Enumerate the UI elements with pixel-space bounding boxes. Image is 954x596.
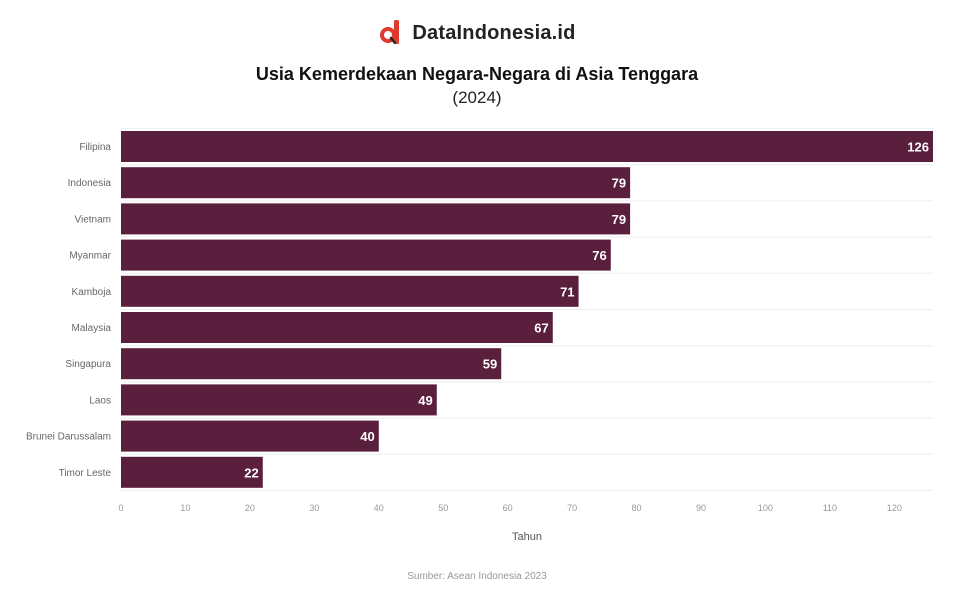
data-label: 59 [483,357,497,372]
bar [121,239,611,271]
bar [121,384,437,416]
bar [121,167,631,199]
x-tick-label: 120 [887,503,902,513]
category-label: Brunei Darussalam [26,432,111,443]
category-label: Timor Leste [59,468,112,479]
bar [121,312,553,343]
bar [121,348,502,380]
brand-header: DataIndonesia.id [0,20,954,46]
brand-name: DataIndonesia.id [412,21,576,44]
x-tick-label: 40 [374,503,384,513]
bar [121,131,933,162]
category-label: Indonesia [68,178,112,189]
data-label: 49 [418,393,432,408]
data-label: 22 [244,465,258,480]
chart-title: Usia Kemerdekaan Negara-Negara di Asia T… [255,64,699,84]
x-tick-label: 60 [503,503,513,513]
data-label: 76 [592,248,606,263]
data-label: 126 [907,140,929,155]
category-label: Singapura [65,359,111,370]
x-tick-label: 100 [758,503,773,513]
x-tick-label: 20 [245,503,255,513]
data-label: 79 [612,212,626,227]
bar [121,420,379,452]
category-label: Laos [89,395,111,406]
x-tick-label: 70 [567,503,577,513]
x-tick-label: 30 [309,503,319,513]
x-tick-label: 80 [632,503,642,513]
x-tick-label: 50 [438,503,448,513]
dataindonesia-logo-icon [380,20,400,45]
data-label: 71 [560,284,574,299]
bar [121,203,631,235]
category-label: Myanmar [69,251,111,262]
x-tick-label: 110 [823,503,837,513]
x-axis-title: Tahun [512,531,542,543]
bar [121,275,579,307]
category-label: Filipina [79,142,111,153]
source-note: Sumber: Asean Indonesia 2023 [407,571,547,582]
category-label: Kamboja [72,287,112,298]
chart-subtitle: (2024) [452,88,502,107]
x-tick-label: 90 [696,503,706,513]
data-label: 79 [612,176,626,191]
data-label: 40 [360,429,374,444]
category-label: Vietnam [74,214,111,225]
x-tick-label: 0 [118,503,123,513]
bar [121,456,263,488]
data-label: 67 [534,321,548,336]
category-label: Malaysia [72,323,112,334]
x-tick-label: 10 [180,503,190,513]
